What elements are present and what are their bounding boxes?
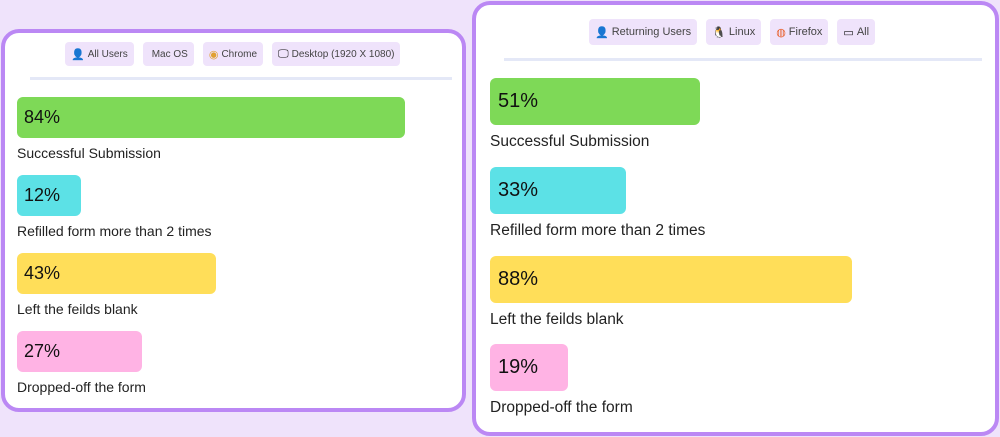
metric-label: Dropped-off the form — [17, 379, 146, 395]
metric-value: 19% — [498, 356, 539, 378]
filter-tag[interactable]: Mac OS — [142, 42, 194, 66]
metric-label: Refilled form more than 2 times — [17, 223, 212, 239]
metric-bar: 33% — [490, 167, 626, 214]
metric-label: Successful Submission — [490, 133, 650, 150]
metric-bar: 88% — [490, 256, 852, 303]
metric-bar: 12% — [17, 175, 81, 216]
firefox-icon: ◍ — [776, 26, 786, 39]
metric-label: Left the feilds blank — [17, 301, 138, 317]
metric-value: 84% — [24, 107, 61, 127]
metric-value: 33% — [498, 179, 539, 201]
devices-icon: ▭ — [843, 26, 854, 39]
filter-tag-label: Chrome — [221, 48, 258, 60]
filter-tag[interactable]: 🖵 Desktop (1920 X 1080) — [272, 42, 401, 66]
filter-tag[interactable]: ◍ Firefox — [770, 19, 829, 45]
user-icon: 👤 — [71, 48, 85, 61]
filter-tag-label: Mac OS — [151, 48, 188, 60]
metric-value: 27% — [24, 341, 61, 361]
metric-value: 51% — [498, 90, 539, 112]
filter-tag[interactable]: ◉ Chrome — [202, 42, 264, 66]
filter-tag[interactable]: 👤 Returning Users — [589, 19, 698, 45]
desktop-icon: 🖵 — [278, 47, 289, 60]
filter-tag[interactable]: 👤 All Users — [65, 42, 134, 66]
filter-tag-label: All — [856, 26, 870, 38]
filter-tag-label: Firefox — [788, 26, 823, 38]
filter-tags: 👤 All Users Mac OS ◉ Chrome 🖵 Desktop (1920 X … — [65, 42, 401, 66]
metric-label: Successful Submission — [17, 145, 161, 161]
chrome-icon: ◉ — [208, 48, 219, 61]
metric-value: 88% — [498, 268, 539, 290]
metric-bar: 19% — [490, 344, 569, 391]
metric-value: 12% — [24, 185, 61, 205]
filter-tag-label: Returning Users — [611, 26, 692, 38]
filter-tag[interactable]: ▭ All — [837, 19, 876, 45]
metric-bar: 27% — [17, 331, 142, 372]
filter-tag[interactable]: 🐧 Linux — [706, 19, 762, 45]
filter-tag-label: Desktop (1920 X 1080) — [291, 48, 395, 60]
filter-tag-label: Linux — [728, 26, 756, 38]
divider — [504, 58, 982, 61]
filter-tag-label: All Users — [87, 48, 128, 60]
metric-bar: 84% — [17, 97, 406, 138]
metric-bar: 51% — [490, 78, 700, 125]
user-icon: 👤 — [595, 26, 609, 39]
metric-value: 43% — [24, 263, 61, 283]
filter-tags: 👤 Returning Users 🐧 Linux ◍ Firefox ▭ All — [589, 19, 876, 45]
metric-label: Left the feilds blank — [490, 311, 624, 328]
metric-label: Dropped-off the form — [490, 399, 633, 416]
metric-label: Refilled form more than 2 times — [490, 222, 706, 239]
panel-left: 👤 All Users Mac OS ◉ Chrome 🖵 Desktop (1920 X … — [1, 29, 466, 412]
metric-bar: 43% — [17, 253, 216, 294]
divider — [30, 77, 452, 80]
linux-icon: 🐧 — [712, 26, 726, 39]
panel-right: 👤 Returning Users 🐧 Linux ◍ Firefox ▭ All 51% Su… — [472, 1, 999, 436]
